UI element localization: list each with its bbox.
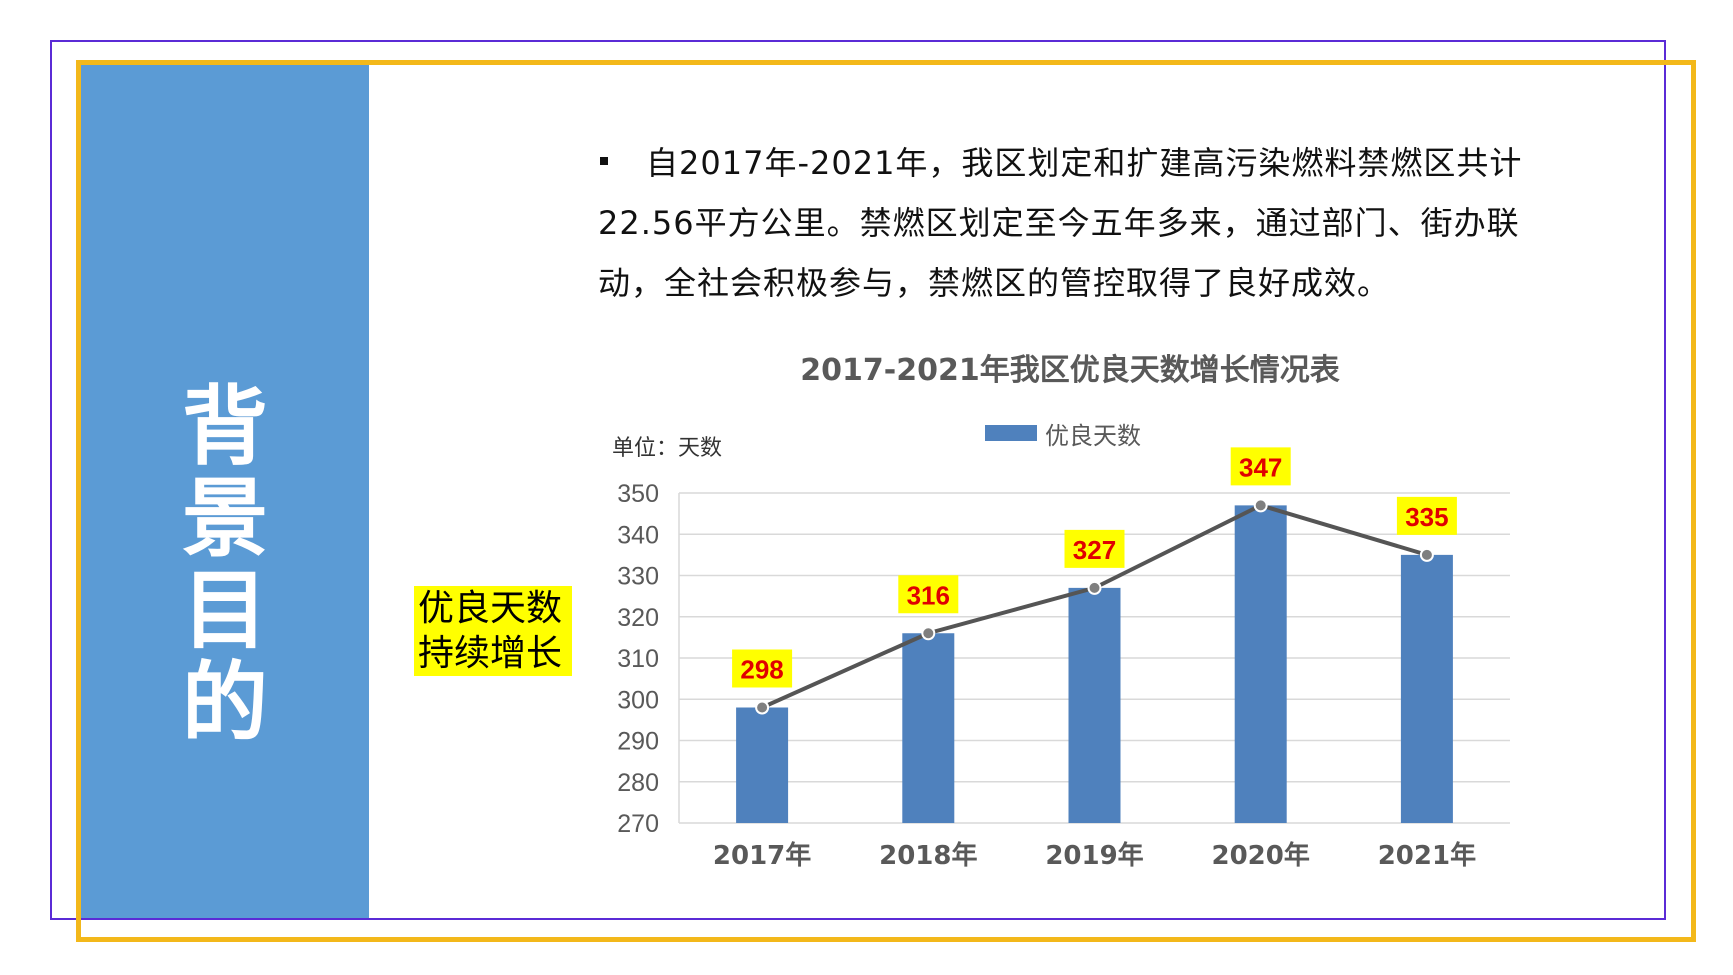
data-label: 298 [740, 655, 783, 685]
sidebar-title-char: 背 [182, 377, 268, 477]
line-point [1419, 547, 1434, 562]
legend-label: 优良天数 [1045, 421, 1141, 450]
bar [736, 707, 789, 823]
y-tick-label: 320 [617, 604, 659, 632]
highlight-line-2: 持续增长 [418, 633, 563, 674]
highlight-line-1: 优良天数 [418, 588, 563, 629]
y-tick-label: 290 [617, 728, 659, 756]
data-label-bg [1396, 496, 1457, 535]
y-tick-label: 280 [617, 769, 659, 797]
bullet-marker [600, 157, 608, 165]
chart-legend: 优良天数 [985, 418, 1141, 450]
y-tick-label: 310 [617, 645, 659, 673]
chart-title: 2017-2021年我区优良天数增长情况表 [800, 353, 1340, 388]
data-label: 347 [1239, 452, 1282, 482]
bullet-paragraph: 自2017年-2021年，我区划定和扩建高污染燃料禁燃区共计22.56平方公里。… [598, 133, 1578, 313]
highlight-callout: 优良天数 持续增长 [414, 586, 572, 676]
legend-swatch [985, 425, 1037, 441]
sidebar-title-char: 的 [182, 653, 268, 753]
sidebar-panel: 背景目的 [81, 65, 369, 918]
y-tick-label: 300 [617, 686, 659, 714]
unit-label: 单位：天数 [612, 436, 723, 461]
inner-frame [50, 40, 1666, 920]
x-tick-label: 2019年 [1045, 840, 1143, 871]
x-tick-label: 2018年 [879, 840, 977, 871]
bar [1400, 554, 1453, 823]
sidebar-title-char: 目 [182, 561, 268, 661]
line-point [1253, 498, 1268, 513]
x-tick-label: 2017年 [713, 840, 811, 871]
bar [1234, 505, 1287, 823]
bar [902, 633, 955, 823]
data-label-bg [898, 575, 959, 614]
line-point [755, 700, 770, 715]
y-tick-label: 270 [617, 810, 659, 838]
data-label: 316 [907, 580, 950, 610]
bar [1068, 587, 1121, 823]
data-label-bg [1230, 447, 1291, 486]
data-label: 335 [1405, 502, 1448, 532]
line-point [1087, 580, 1102, 595]
y-tick-label: 340 [617, 521, 659, 549]
data-label: 327 [1073, 535, 1116, 565]
y-tick-label: 350 [617, 480, 659, 508]
outer-frame [76, 60, 1696, 942]
line-point [921, 626, 936, 641]
bullet-text: 自2017年-2021年，我区划定和扩建高污染燃料禁燃区共计22.56平方公里。… [598, 144, 1523, 302]
sidebar-title-char: 景 [182, 469, 268, 569]
y-tick-label: 330 [617, 563, 659, 591]
data-label-bg [732, 649, 793, 688]
x-tick-label: 2021年 [1378, 840, 1476, 871]
data-label-bg [1064, 529, 1125, 568]
x-tick-label: 2020年 [1212, 840, 1310, 871]
sidebar-title: 背景目的 [81, 375, 369, 755]
